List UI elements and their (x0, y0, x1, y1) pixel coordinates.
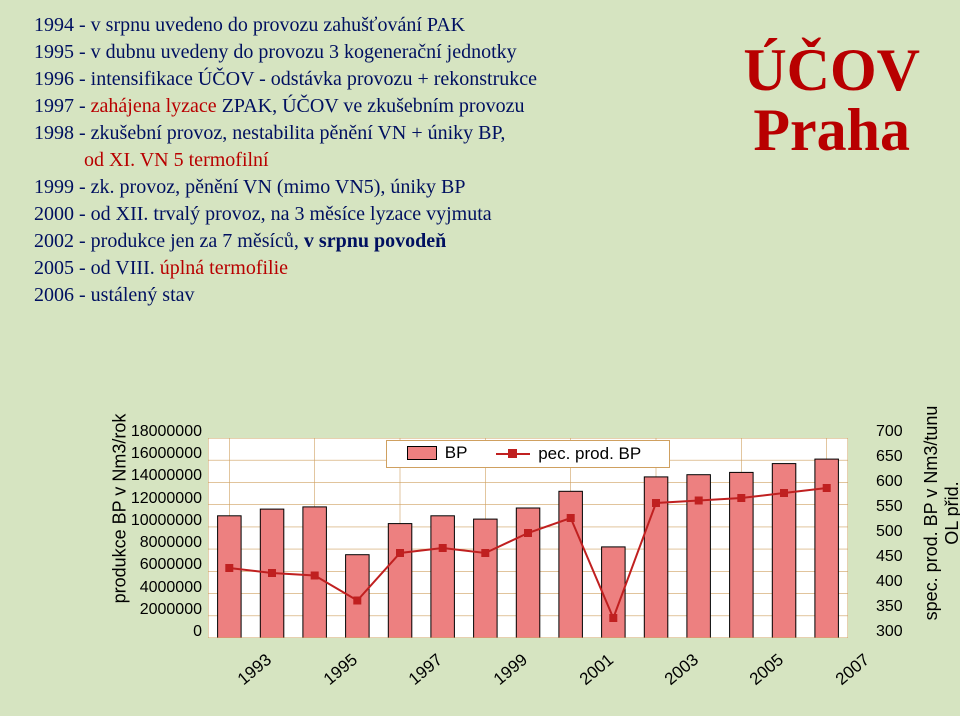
legend-swatch-line (496, 448, 530, 460)
title-line-2: Praha (743, 100, 920, 160)
page: 1994 - v srpnu uvedeno do provozu zahušť… (0, 0, 960, 716)
title-line-1: ÚČOV (743, 40, 920, 100)
plot-svg (208, 438, 848, 638)
page-title: ÚČOV Praha (743, 40, 920, 160)
legend-item-bar: BP (407, 443, 468, 463)
legend-bar-label: BP (445, 443, 468, 463)
y-axis-right-label: spec. prod. BP v Nm3/tunuOL přid. (921, 383, 960, 643)
legend: BP pec. prod. BP (208, 440, 848, 468)
legend-item-line: pec. prod. BP (496, 444, 641, 464)
legend-line-label: pec. prod. BP (538, 444, 641, 464)
x-tick-labels: 19931995199719992001200320052007 (208, 646, 848, 686)
legend-box: BP pec. prod. BP (386, 440, 670, 468)
chart: produkce BP v Nm3/rok spec. prod. BP v N… (120, 438, 920, 696)
legend-swatch-bar (407, 446, 437, 460)
plot-area (208, 438, 848, 638)
timeline-text: 1994 - v srpnu uvedeno do provozu zahušť… (34, 12, 674, 309)
